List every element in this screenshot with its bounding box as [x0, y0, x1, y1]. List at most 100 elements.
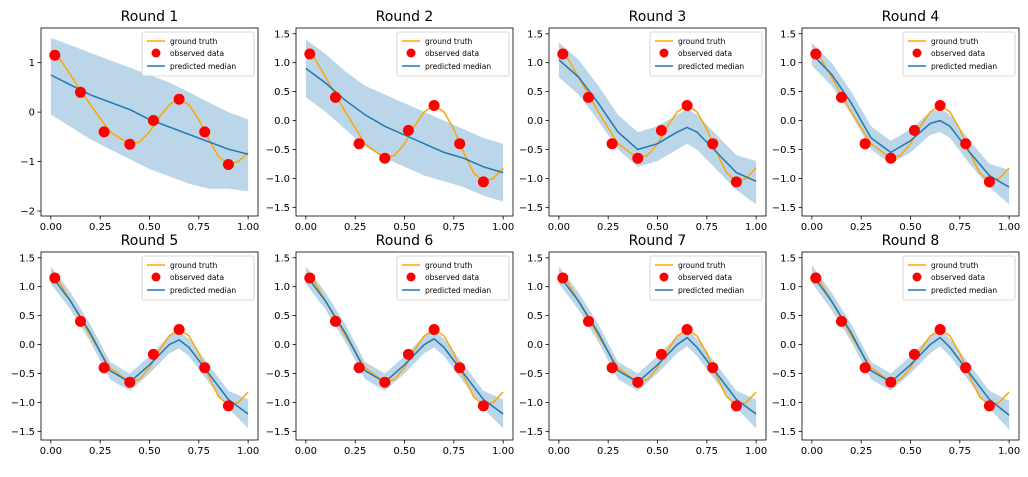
y-tick-label: 1	[29, 58, 35, 69]
observed-point	[885, 376, 897, 388]
y-tick-label: 0.0	[274, 116, 290, 127]
x-tick-label: 1.00	[237, 446, 259, 457]
observed-point	[655, 348, 667, 360]
observed-point	[147, 115, 159, 126]
legend-label: observed data	[425, 49, 479, 58]
legend-box	[141, 31, 255, 77]
y-tick-label: −1.0	[11, 398, 35, 409]
x-tick-label: 0.50	[646, 446, 668, 457]
predicted-median-line	[558, 59, 757, 182]
x-tick-label: 1.00	[998, 446, 1020, 457]
uncertainty-band	[305, 39, 504, 202]
observed-point	[304, 48, 316, 60]
legend-label: ground truth	[425, 37, 473, 46]
legend-label: predicted median	[678, 286, 744, 295]
legend-box	[396, 255, 510, 301]
y-tick-label: −1.5	[519, 427, 543, 438]
observed-point	[402, 348, 414, 360]
observed-point	[810, 48, 822, 60]
plot-area	[304, 39, 504, 202]
observed-point	[707, 362, 719, 374]
y-tick-label: −1.0	[266, 398, 290, 409]
x-tick-label: 0.25	[597, 446, 619, 457]
legend-observed-handle	[406, 272, 416, 282]
legend-label: predicted median	[170, 286, 236, 295]
x-tick-label: 0.25	[850, 446, 872, 457]
subplot: Round 1 0.00 0.25 0.50 0.75 1.00 −2 −1 0 1 ground …	[20, 9, 259, 233]
observed-point	[632, 376, 644, 388]
y-tick-label: −2	[20, 207, 35, 218]
legend: ground truth observed data predicted media…	[396, 255, 510, 301]
subplot-title: Round 7	[629, 233, 687, 249]
observed-point	[199, 126, 211, 138]
legend-observed-handle	[151, 272, 161, 282]
observed-point	[428, 100, 440, 111]
observed-point	[98, 362, 110, 374]
subplot: Round 8 0.00 0.25 0.50 0.75 1.00 −1.5 −1.0 −0.5 0…	[772, 233, 1021, 457]
legend-label: observed data	[931, 49, 985, 58]
observed-point	[983, 400, 995, 412]
observed-point	[124, 138, 136, 150]
subplot: Round 2 0.00 0.25 0.50 0.75 1.00 −1.5 −1.0 −0.5 0…	[266, 9, 515, 233]
legend-box	[396, 31, 510, 77]
y-tick-label: −1.5	[772, 203, 796, 214]
legend-label: predicted median	[931, 286, 997, 295]
x-tick-label: 0.25	[850, 222, 872, 233]
x-tick-label: 0.75	[696, 446, 718, 457]
y-tick-label: −1.5	[266, 203, 290, 214]
x-tick-label: 0.50	[393, 446, 415, 457]
y-tick-label: 1.5	[274, 29, 290, 40]
x-tick-label: 0.00	[548, 446, 570, 457]
legend-label: ground truth	[678, 261, 726, 270]
observed-point	[836, 315, 847, 327]
predicted-median-line	[50, 274, 249, 415]
y-tick-label: −0.5	[772, 145, 796, 156]
y-tick-label: 1.0	[19, 282, 35, 293]
predicted-median-line	[558, 274, 757, 415]
x-tick-label: 1.00	[237, 222, 259, 233]
legend-label: observed data	[170, 273, 224, 282]
y-tick-label: 0.5	[780, 87, 796, 98]
observed-point	[960, 138, 972, 150]
observed-point	[960, 362, 972, 374]
y-tick-label: 1.5	[527, 253, 543, 264]
y-tick-label: 1.0	[274, 58, 290, 69]
plot-area	[810, 265, 1010, 430]
subplot-title: Round 5	[121, 233, 179, 249]
subplot-title: Round 2	[376, 9, 434, 25]
y-tick-label: 1.0	[527, 282, 543, 293]
x-tick-label: 1.00	[745, 446, 767, 457]
legend-observed-handle	[912, 272, 922, 282]
observed-point	[681, 100, 693, 111]
legend: ground truth observed data predicted media…	[649, 255, 763, 301]
legend-label: ground truth	[931, 261, 979, 270]
observed-point	[557, 272, 569, 284]
legend-label: observed data	[931, 273, 985, 282]
observed-point	[222, 159, 234, 170]
observed-point	[124, 376, 136, 388]
x-tick-label: 0.00	[40, 222, 62, 233]
observed-point	[353, 138, 365, 150]
plot-area	[810, 42, 1010, 205]
legend-label: ground truth	[678, 37, 726, 46]
subplot: Round 6 0.00 0.25 0.50 0.75 1.00 −1.5 −1.0 −0.5 0…	[266, 233, 515, 457]
subplot: Round 4 0.00 0.25 0.50 0.75 1.00 −1.5 −1.0 −0.5 0…	[772, 9, 1021, 233]
x-tick-label: 0.75	[949, 446, 971, 457]
legend-box	[902, 255, 1016, 301]
ground-truth-line	[309, 49, 504, 183]
plot-area	[49, 37, 249, 192]
legend-observed-handle	[659, 272, 669, 282]
legend: ground truth observed data predicted media…	[141, 31, 255, 77]
observed-point	[75, 86, 86, 98]
y-tick-label: 1.0	[527, 58, 543, 69]
legend-box	[649, 31, 763, 77]
y-tick-label: 0.0	[780, 116, 796, 127]
ground-truth-line	[54, 51, 249, 165]
x-tick-label: 0.50	[393, 222, 415, 233]
observed-point	[681, 324, 693, 335]
observed-point	[379, 152, 391, 164]
observed-point	[379, 376, 391, 388]
legend-label: predicted median	[170, 62, 236, 71]
legend-observed-handle	[151, 48, 161, 58]
